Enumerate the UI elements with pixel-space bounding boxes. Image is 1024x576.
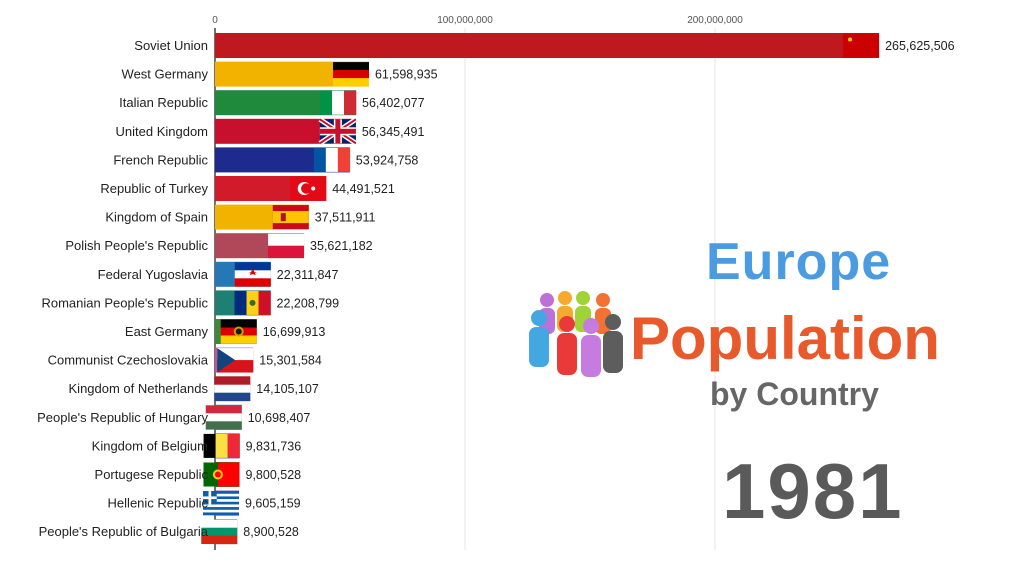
value-label: 265,625,506: [885, 39, 955, 53]
portugal-flag-icon: [203, 462, 240, 487]
value-label: 56,345,491: [362, 125, 425, 139]
spain-flag-icon: [272, 205, 309, 230]
value-label: 37,511,911: [315, 211, 376, 225]
value-label: 14,105,107: [256, 382, 319, 396]
title-europe: Europe: [706, 233, 892, 291]
ussr-flag-icon: [843, 33, 880, 58]
category-label: West Germany: [122, 67, 209, 82]
value-label: 61,598,935: [375, 68, 438, 82]
year-label: 1981: [722, 447, 904, 535]
x-tick-label: 0: [212, 15, 218, 26]
category-label: French Republic: [113, 152, 208, 167]
west-germany-flag-icon: [332, 62, 369, 87]
category-label: Kingdom of Belgium: [92, 438, 208, 453]
uk-flag-icon: [318, 117, 358, 146]
category-label: Communist Czechoslovakia: [48, 353, 209, 368]
turkey-flag-icon: [290, 176, 327, 201]
bulgaria-flag-icon: [201, 519, 238, 544]
italy-flag-icon: [320, 90, 357, 115]
poland-flag-icon: [268, 233, 305, 258]
value-label: 53,924,758: [356, 153, 419, 167]
value-label: 44,491,521: [332, 182, 395, 196]
people-group-icon: [529, 291, 623, 377]
value-label: 9,831,736: [246, 439, 302, 453]
category-label: People's Republic of Bulgaria: [39, 524, 209, 539]
category-label: Soviet Union: [134, 38, 208, 53]
value-label: 9,605,159: [245, 497, 301, 511]
romania-flag-icon: [234, 290, 271, 315]
value-label: 8,900,528: [243, 525, 299, 539]
czechoslovakia-flag-icon: [217, 348, 254, 373]
value-label: 10,698,407: [248, 411, 311, 425]
hungary-flag-icon: [205, 405, 242, 430]
value-label: 16,699,913: [263, 325, 326, 339]
category-label: Romanian People's Republic: [41, 295, 208, 310]
value-label: 56,402,077: [362, 96, 425, 110]
east-germany-flag-icon: [220, 319, 257, 344]
title-by-country: by Country: [710, 376, 879, 412]
value-label: 35,621,182: [310, 239, 373, 253]
category-label: United Kingdom: [116, 124, 209, 139]
netherlands-flag-icon: [214, 376, 251, 401]
category-label: East Germany: [125, 324, 209, 339]
category-label: Hellenic Republic: [108, 496, 209, 511]
category-label: People's Republic of Hungary: [37, 410, 208, 425]
belgium-flag-icon: [203, 433, 240, 458]
bar: [215, 33, 880, 58]
category-label: Federal Yugoslavia: [98, 267, 209, 282]
category-label: Portugese Republic: [95, 467, 209, 482]
title-block: Europe Population by Country 1981: [610, 232, 1010, 552]
category-label: Kingdom of Spain: [105, 210, 208, 225]
category-label: Polish People's Republic: [65, 238, 208, 253]
value-label: 22,311,847: [277, 268, 339, 282]
value-label: 15,301,584: [259, 354, 322, 368]
category-label: Republic of Turkey: [100, 181, 208, 196]
greece-flag-icon: [203, 491, 240, 516]
category-label: Italian Republic: [119, 95, 208, 110]
value-label: 22,208,799: [277, 296, 340, 310]
title-population: Population: [630, 305, 940, 372]
x-tick-label: 200,000,000: [687, 15, 743, 26]
value-label: 9,800,528: [246, 468, 302, 482]
x-tick-label: 100,000,000: [437, 15, 493, 26]
category-label: Kingdom of Netherlands: [69, 381, 209, 396]
yugoslavia-flag-icon: [234, 262, 271, 287]
france-flag-icon: [313, 147, 351, 172]
